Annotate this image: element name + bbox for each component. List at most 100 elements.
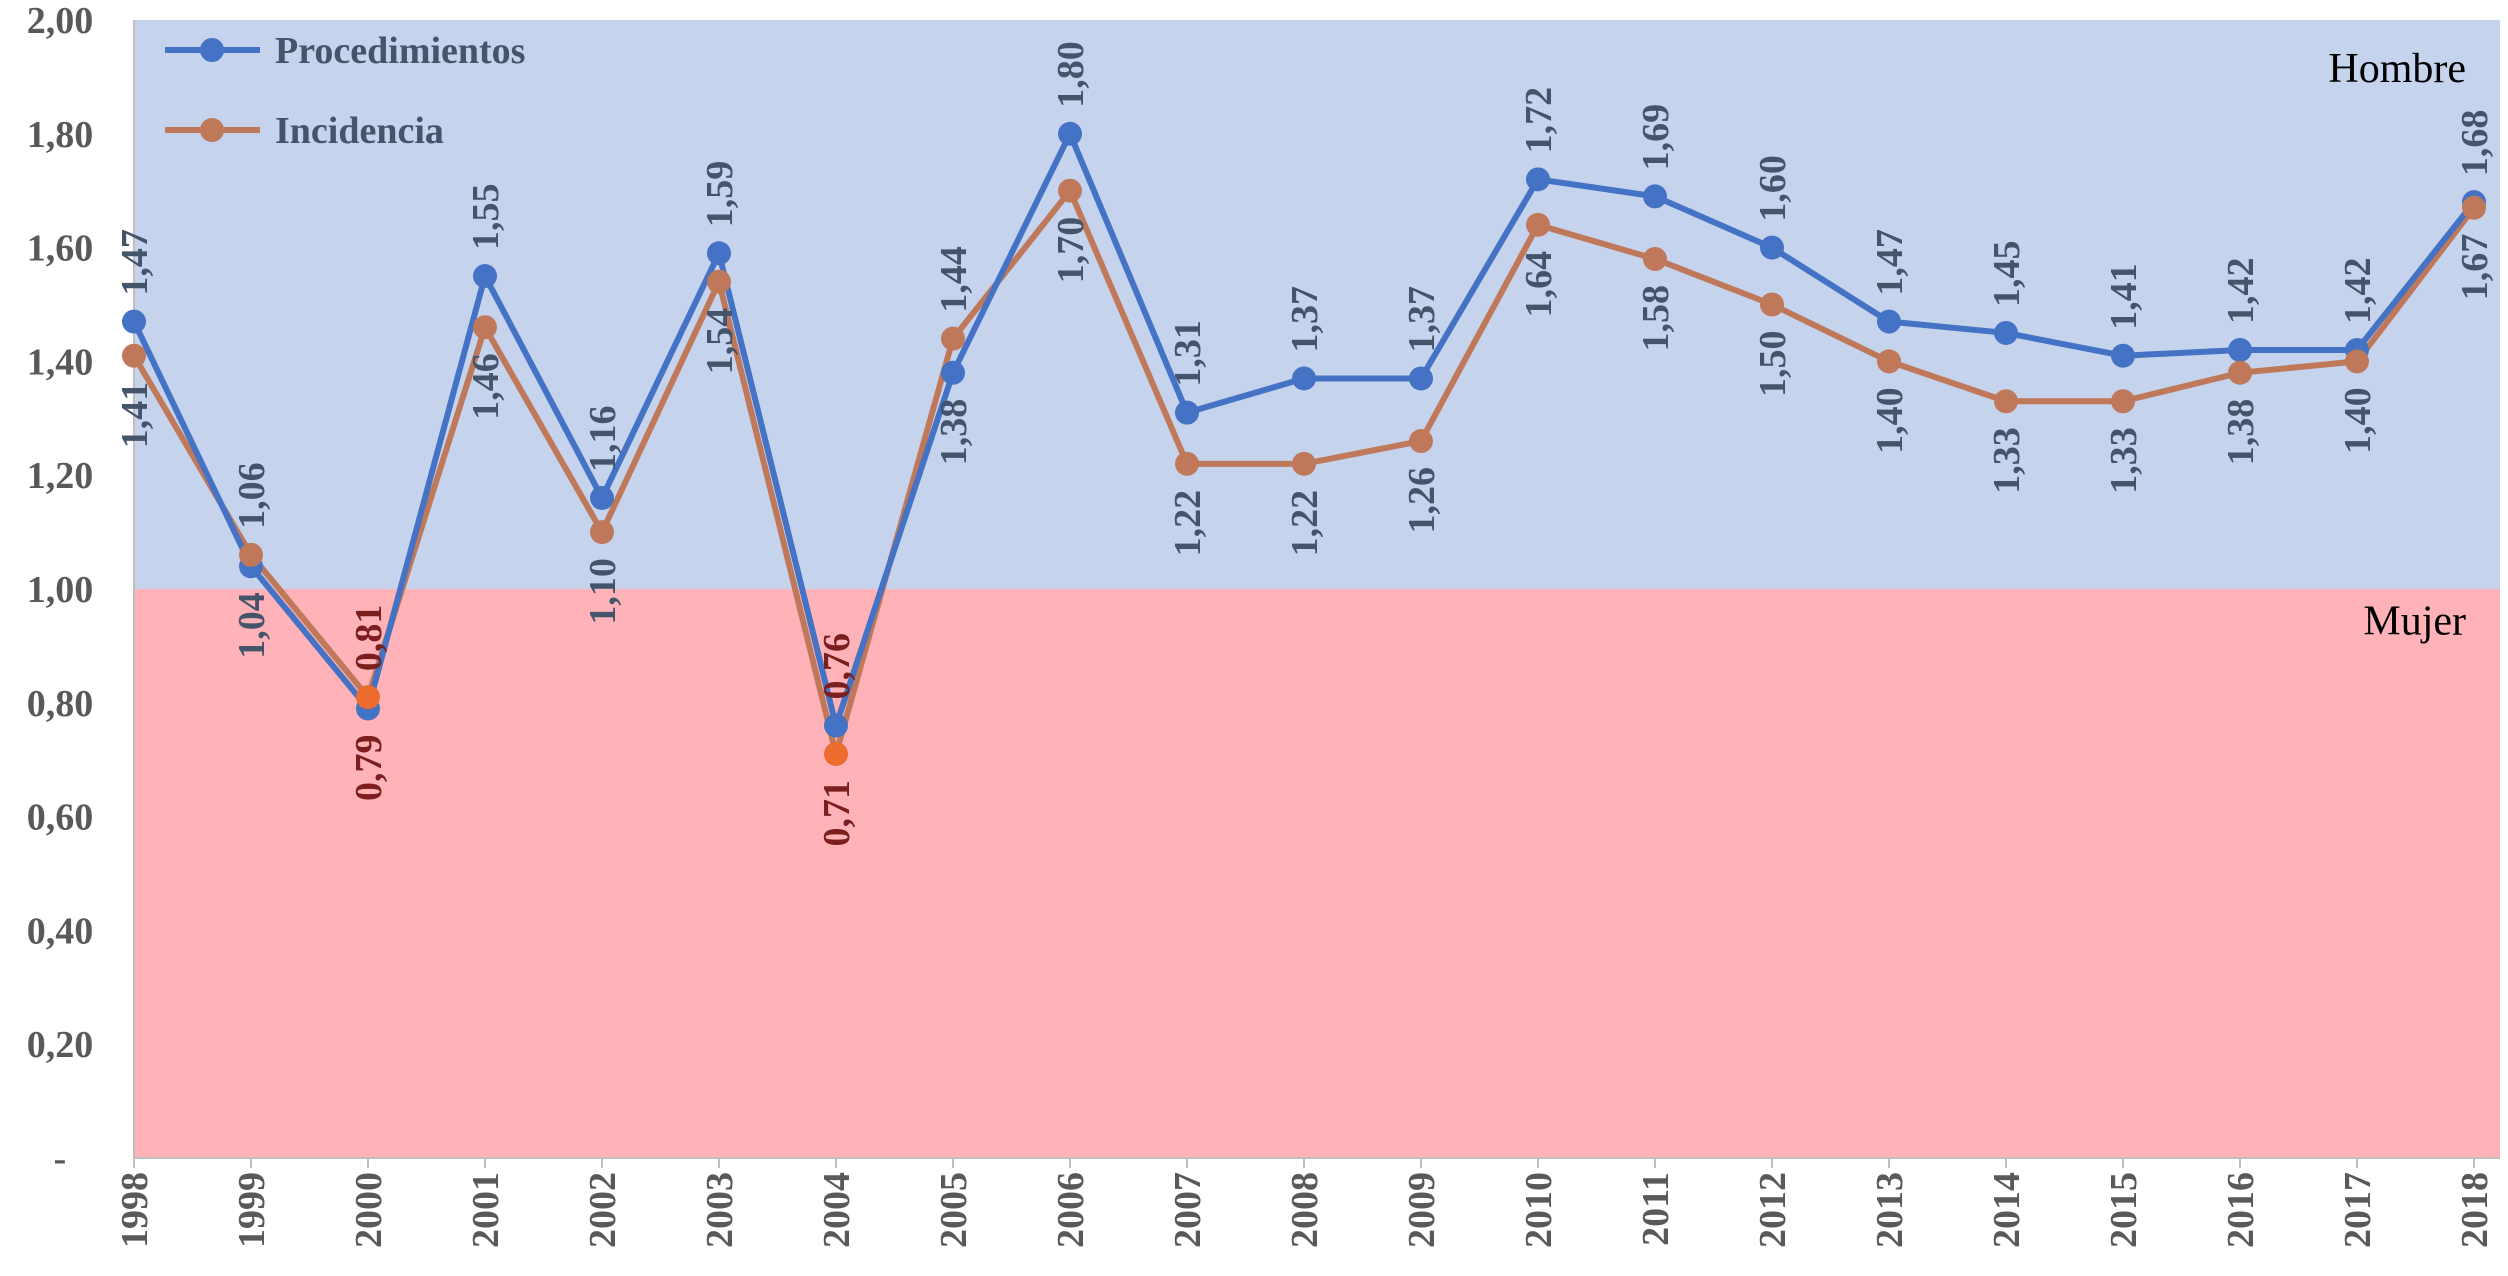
data-point-procedimientos [2111, 343, 2135, 368]
y-tick-label: 1,00 [27, 569, 94, 611]
data-label-incidencia: 0,71 [816, 780, 858, 847]
data-point-incidencia [2345, 349, 2369, 374]
data-point-incidencia [1058, 178, 1082, 203]
legend-marker-procedimientos [200, 38, 224, 62]
data-point-procedimientos [473, 264, 497, 289]
data-point-procedimientos [1760, 235, 1784, 260]
y-tick-label: 1,80 [27, 114, 94, 156]
zone-mujer [134, 589, 2500, 1158]
data-label-procedimientos: 1,69 [1635, 104, 1677, 171]
data-label-incidencia: 1,44 [933, 246, 975, 313]
x-tick-label: 2007 [1167, 1172, 1209, 1248]
zone-label-hombre: Hombre [2328, 46, 2466, 92]
legend: Procedimientos Incidencia [165, 30, 525, 152]
x-tick-label: 2015 [2103, 1172, 2145, 1248]
data-label-procedimientos: 1,37 [1401, 286, 1443, 353]
x-tick-label: 2003 [699, 1172, 741, 1248]
data-label-incidencia: 1,33 [1986, 427, 2028, 494]
legend-label-procedimientos: Procedimientos [275, 30, 525, 72]
x-tick-label: 2002 [582, 1172, 624, 1248]
data-point-procedimientos [1292, 366, 1316, 391]
data-label-incidencia: 1,40 [2337, 387, 2379, 454]
x-tick-label: 2009 [1401, 1172, 1443, 1248]
x-tick-label: 2005 [933, 1172, 975, 1248]
y-tick-label: 2,00 [27, 0, 94, 42]
series-points [122, 121, 2486, 767]
data-label-incidencia: 1,54 [699, 308, 741, 375]
data-label-incidencia: 1,40 [1869, 387, 1911, 454]
data-point-incidencia [2462, 195, 2486, 220]
data-point-incidencia [1994, 389, 2018, 414]
data-point-incidencia [1526, 212, 1550, 237]
y-tick-label: 1,40 [27, 341, 94, 383]
data-point-incidencia [1643, 246, 1667, 271]
data-labels: 1,47 1,41 1,06 1,04 0,81 0,79 1,55 1,46 1,16 1,10… [114, 41, 2496, 846]
data-point-procedimientos [824, 713, 848, 738]
zone-label-mujer: Mujer [2363, 599, 2466, 645]
data-label-incidencia: 1,10 [582, 558, 624, 625]
data-label-procedimientos: 1,37 [1284, 286, 1326, 353]
x-tick-label: 2004 [816, 1172, 858, 1248]
data-point-incidencia [1409, 429, 1433, 454]
data-label-incidencia: 1,38 [2220, 399, 2262, 466]
x-tick-label: 2013 [1869, 1172, 1911, 1248]
data-label-incidencia: 1,26 [1401, 467, 1443, 534]
y-tick-label: 1,20 [27, 455, 94, 497]
x-tick-label: 2010 [1518, 1172, 1560, 1248]
data-point-procedimientos [1175, 400, 1199, 425]
data-label-procedimientos: 1,42 [2220, 258, 2262, 325]
data-label-incidencia: 1,22 [1284, 490, 1326, 557]
data-label-incidencia: 1,22 [1167, 490, 1209, 557]
data-label-incidencia: 1,06 [231, 462, 273, 529]
data-label-procedimientos: 1,72 [1518, 87, 1560, 154]
data-label-procedimientos: 1,16 [582, 405, 624, 472]
data-label-incidencia: 1,70 [1050, 217, 1092, 284]
data-point-incidencia [707, 269, 731, 294]
y-tick-label: 0,60 [27, 797, 94, 839]
data-point-incidencia [1175, 451, 1199, 476]
data-label-incidencia: 1,58 [1635, 285, 1677, 352]
data-label-procedimientos: 1,42 [2337, 258, 2379, 325]
data-point-incidencia [824, 742, 848, 767]
legend-marker-incidencia [200, 118, 224, 142]
data-point-incidencia [941, 326, 965, 351]
data-label-procedimientos: 1,45 [1986, 240, 2028, 307]
data-point-procedimientos [1409, 366, 1433, 391]
data-point-incidencia [473, 315, 497, 340]
data-point-incidencia [2111, 389, 2135, 414]
data-point-procedimientos [941, 360, 965, 385]
x-tick-label: 2006 [1050, 1172, 1092, 1248]
data-label-procedimientos: 1,59 [699, 161, 741, 228]
data-label-procedimientos: 1,04 [231, 592, 273, 659]
data-point-procedimientos [2228, 338, 2252, 363]
data-label-procedimientos: 1,60 [1752, 155, 1794, 222]
data-label-procedimientos: 0,76 [816, 633, 858, 700]
data-point-incidencia [1760, 292, 1784, 317]
data-point-procedimientos [1994, 320, 2018, 345]
data-label-procedimientos: 1,55 [465, 184, 507, 251]
data-label-incidencia: 1,33 [2103, 427, 2145, 494]
data-label-incidencia: 0,81 [348, 605, 390, 672]
data-label-procedimientos: 1,68 [2454, 110, 2496, 177]
data-point-procedimientos [707, 241, 731, 266]
data-point-incidencia [356, 685, 380, 710]
data-label-incidencia: 1,50 [1752, 331, 1794, 398]
x-tick-label: 1999 [231, 1172, 273, 1248]
background-zones: Hombre Mujer [134, 20, 2500, 1158]
x-tick-label: 2016 [2220, 1172, 2262, 1248]
x-tick-label: 2000 [348, 1172, 390, 1248]
data-label-procedimientos: 1,38 [933, 399, 975, 466]
axes: 2,00 1,80 1,60 1,40 1,20 1,00 0,80 0,60 0,40 0,20… [27, 0, 2500, 1248]
y-tick-label: 0,20 [27, 1024, 94, 1066]
data-label-procedimientos: 1,41 [2103, 263, 2145, 330]
data-point-incidencia [1292, 451, 1316, 476]
data-point-incidencia [1877, 349, 1901, 374]
x-tick-label: 2011 [1635, 1172, 1677, 1246]
data-point-procedimientos [122, 309, 146, 334]
zone-hombre [134, 20, 2500, 589]
data-label-procedimientos: 1,31 [1167, 320, 1209, 387]
data-point-procedimientos [1526, 167, 1550, 192]
y-tick-label: 0,40 [27, 910, 94, 952]
data-point-procedimientos [1643, 184, 1667, 209]
